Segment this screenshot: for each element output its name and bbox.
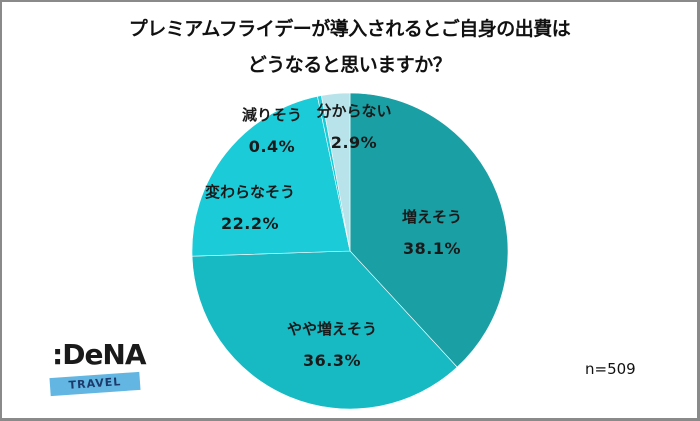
- slice-name: 分からない: [316, 102, 392, 120]
- pie-slice: [191, 96, 351, 257]
- slice-name: 変わらなそう: [204, 183, 296, 201]
- sample-size-note: n=509: [585, 360, 636, 378]
- slice-name: 減りそう: [241, 106, 303, 124]
- slice-value: 38.1%: [402, 239, 462, 258]
- slice-name: やや増えそう: [286, 320, 378, 338]
- slice-name: 増えそう: [401, 208, 463, 226]
- slice-value: 2.9%: [330, 133, 378, 152]
- logo-sub: TRAVEL: [49, 371, 141, 397]
- slice-label-increase: 増えそう 38.1%: [402, 206, 462, 258]
- pie-slice: [320, 92, 351, 252]
- slice-value: 22.2%: [220, 214, 280, 233]
- slice-label-no-change: 変わらなそう 22.2%: [205, 181, 295, 233]
- pie-slice: [191, 250, 458, 410]
- slice-label-decrease: 減りそう 0.4%: [242, 104, 302, 156]
- dena-travel-logo: :DeNA TRAVEL: [46, 338, 156, 398]
- slice-label-unknown: 分からない 2.9%: [316, 100, 391, 152]
- chart-title-line-2: どうなると思いますか？: [247, 54, 452, 76]
- pie-slice: [349, 92, 509, 368]
- chart-title-line-1: プレミアムフライデーが導入されるとご自身の出費は: [128, 18, 571, 40]
- slice-label-slightly-increase: やや増えそう 36.3%: [287, 318, 377, 370]
- slice-value: 0.4%: [248, 137, 296, 156]
- slice-value: 36.3%: [302, 351, 362, 370]
- logo-brand: :DeNA: [52, 338, 147, 371]
